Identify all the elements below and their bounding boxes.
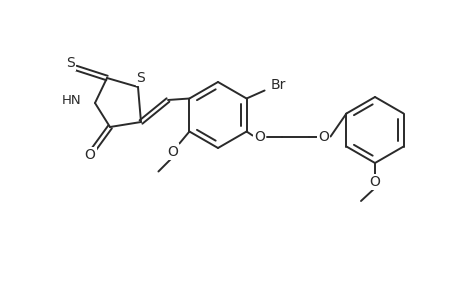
Text: O: O	[318, 130, 328, 143]
Text: O: O	[253, 130, 264, 143]
Text: HN: HN	[61, 94, 81, 106]
Text: O: O	[84, 148, 95, 162]
Text: S: S	[67, 56, 75, 70]
Text: O: O	[369, 175, 380, 189]
Text: Br: Br	[270, 77, 285, 92]
Text: S: S	[136, 71, 145, 85]
Text: O: O	[167, 145, 178, 158]
